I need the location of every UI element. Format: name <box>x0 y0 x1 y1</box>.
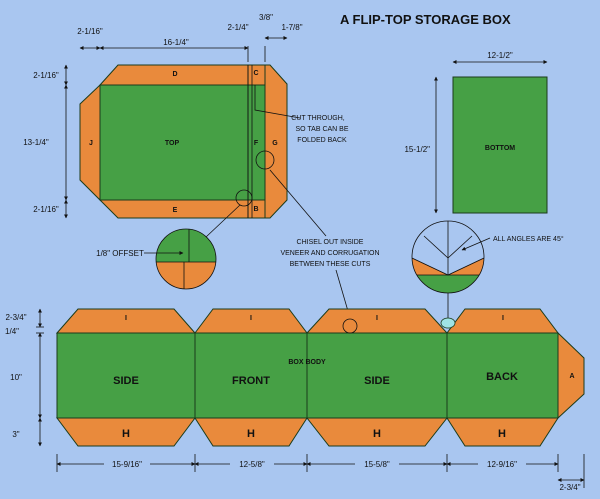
body-label-h-1: H <box>122 428 130 440</box>
body-label-i-3: I <box>376 315 378 322</box>
bottom-panel-label: BOTTOM <box>485 145 515 152</box>
body-label-h-2: H <box>247 428 255 440</box>
dim-body-height: 10" <box>10 373 22 382</box>
body-label-side-2: SIDE <box>364 375 390 387</box>
leader-offset-detail <box>205 204 241 238</box>
lid-detail-circle-chisel <box>255 150 275 170</box>
dim-bottom-width: 12-1/2" <box>487 51 513 60</box>
body-angle-marker <box>440 317 456 329</box>
dim-body-width-3: 15-5/8" <box>364 460 390 469</box>
dim-bg-1 <box>104 458 150 469</box>
chisel-note-line-3: BETWEEN THESE CUTS <box>290 261 371 268</box>
offset-detail: 1/8" OFFSET <box>96 204 241 290</box>
body-end-tab-a <box>557 331 585 420</box>
dim-bg-2 <box>230 458 274 469</box>
lid-label-top: TOP <box>165 140 180 147</box>
dim-lid-gap: 3/8" <box>259 13 273 22</box>
dim-lid-g-width: 1-7/8" <box>281 23 302 32</box>
dim-body-width-1: 15-9/16" <box>112 460 142 469</box>
angles-note: ALL ANGLES ARE 45° <box>493 235 564 243</box>
lid-label-f: F <box>254 140 259 147</box>
lid-label-c: C <box>253 70 258 77</box>
dim-bg-4 <box>478 458 526 469</box>
body-panel-back <box>446 332 559 419</box>
lid-assembly: D C J TOP F G E B 2-1/16" 16-1/4" 2-1/4"… <box>23 13 349 219</box>
dim-lid-top-flap: 2-1/16" <box>33 71 59 80</box>
dim-lid-bottom-flap: 2-1/16" <box>33 205 59 214</box>
body-label-front: FRONT <box>232 375 270 387</box>
body-label-a: A <box>569 373 574 380</box>
body-label-side-1: SIDE <box>113 375 139 387</box>
lid-label-g: G <box>272 140 278 147</box>
chisel-note-line-1: CHISEL OUT INSIDE <box>297 239 364 246</box>
dim-lid-height: 13-1/4" <box>23 138 49 147</box>
dim-body-top-flap: 2-3/4" <box>5 313 26 322</box>
leader-cut-note <box>254 85 301 119</box>
body-label-back: BACK <box>486 371 518 383</box>
dim-body-width-2: 12-5/8" <box>239 460 265 469</box>
note-cut-line-1: CUT THROUGH, <box>291 115 344 122</box>
lid-label-e: E <box>173 207 178 214</box>
lid-detail-circle-offset <box>235 189 253 207</box>
bottom-panel-group: BOTTOM 12-1/2" 15-1/2" <box>404 51 548 214</box>
lid-label-b: B <box>253 206 258 213</box>
offset-detail-circle <box>155 228 217 290</box>
note-cut-line-3: FOLDED BACK <box>297 137 347 144</box>
dim-lid-width: 16-1/4" <box>163 38 189 47</box>
body-panel-side-2 <box>306 332 448 419</box>
lid-top-panel <box>99 84 249 201</box>
bottom-panel <box>452 76 548 214</box>
body-label-i-2: I <box>250 315 252 322</box>
body-panel-side-1 <box>56 332 196 419</box>
lid-label-j: J <box>89 140 93 147</box>
dim-lid-left-offset: 2-1/16" <box>77 27 103 36</box>
leader-chisel-top <box>269 169 327 237</box>
lid-flap-g <box>264 64 288 219</box>
box-body: I I I I SIDE FRONT SIDE BACK BOX BODY H … <box>5 308 585 492</box>
body-label-box-body: BOX BODY <box>288 359 326 366</box>
dim-bottom-height: 15-1/2" <box>404 145 430 154</box>
dim-lid-tab: 2-1/4" <box>227 23 248 32</box>
body-chisel-circle <box>342 318 358 334</box>
angle-detail: ALL ANGLES ARE 45° <box>411 220 564 320</box>
dim-body-end-tab: 2-3/4" <box>559 483 580 492</box>
body-label-i-4: I <box>502 315 504 322</box>
chisel-note-line-2: VENEER AND CORRUGATION <box>280 250 379 257</box>
diagram-title: A FLIP-TOP STORAGE BOX <box>340 12 511 27</box>
offset-label: 1/8" OFFSET <box>96 249 144 258</box>
body-panel-front <box>194 332 308 419</box>
dim-body-bottom-flap: 3" <box>12 430 19 439</box>
dim-bg-3 <box>355 458 399 469</box>
body-label-h-4: H <box>498 428 506 440</box>
dim-body-gap: 1/4" <box>5 327 19 336</box>
leader-angles-note <box>461 237 491 251</box>
dim-body-width-4: 12-9/16" <box>487 460 517 469</box>
body-label-h-3: H <box>373 428 381 440</box>
note-cut-line-2: SO TAB CAN BE <box>295 126 348 133</box>
lid-label-d: D <box>172 71 177 78</box>
body-label-i-1: I <box>125 315 127 322</box>
